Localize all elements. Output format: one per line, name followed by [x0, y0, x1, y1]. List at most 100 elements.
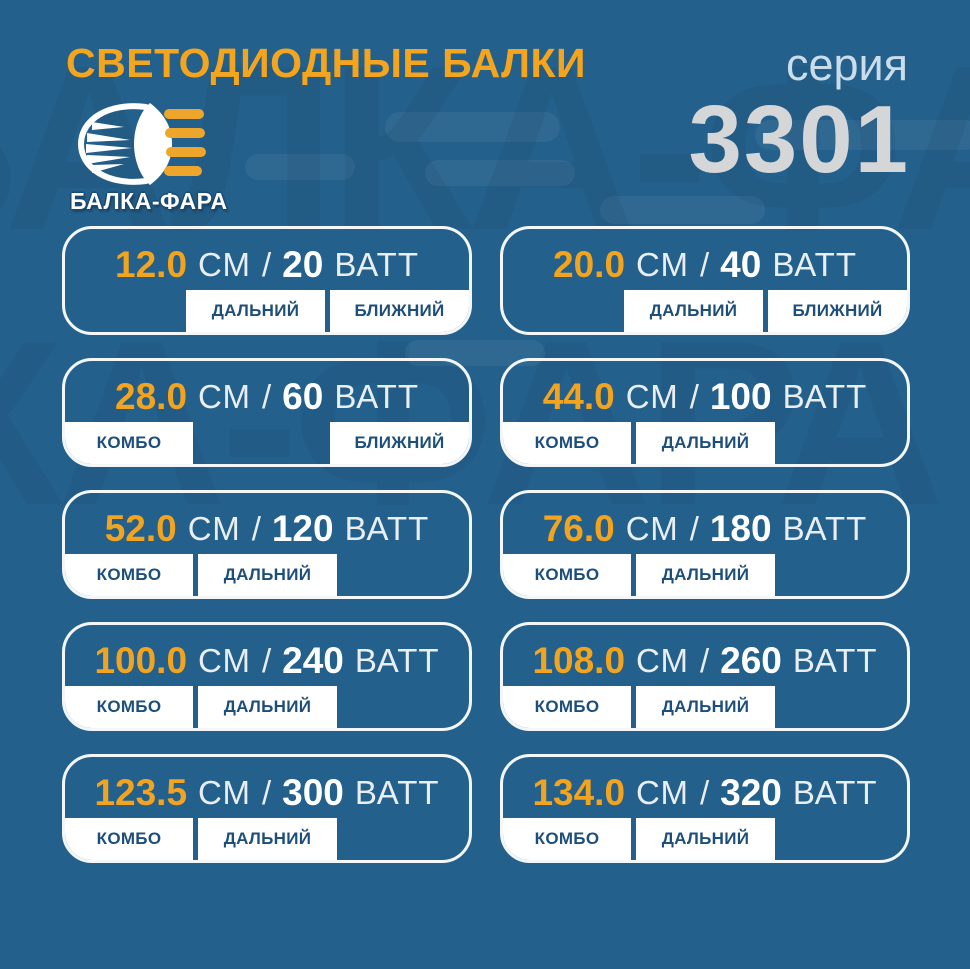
beam-tabs: КОМБО ДАЛЬНИЙ	[503, 554, 907, 596]
watt-value: 60	[282, 375, 324, 417]
watt-unit: ВАТТ	[344, 509, 430, 547]
length-value: 100.0	[94, 639, 188, 681]
product-spec: 44.0 СМ / 100 ВАТТ	[503, 361, 907, 427]
length-unit: СМ	[636, 245, 689, 283]
page-title: СВЕТОДИОДНЫЕ БАЛКИ	[66, 40, 586, 86]
watt-unit: ВАТТ	[792, 641, 878, 679]
length-value: 28.0	[115, 375, 188, 417]
beam-type-tab: КОМБО	[65, 554, 193, 596]
beam-type-tab: БЛИЖНИЙ	[330, 290, 469, 332]
length-unit: СМ	[636, 773, 689, 811]
length-value: 108.0	[532, 639, 626, 681]
watt-value: 260	[720, 639, 782, 681]
watt-unit: ВАТТ	[782, 377, 868, 415]
beam-tabs: КОМБО ДАЛЬНИЙ	[503, 422, 907, 464]
product-card: 76.0 СМ / 180 ВАТТ КОМБО ДАЛЬНИЙ	[500, 490, 910, 599]
watt-value: 100	[709, 375, 772, 417]
separator: /	[261, 641, 272, 679]
beam-type-tab: КОМБО	[503, 818, 631, 860]
product-card: 108.0 СМ / 260 ВАТТ КОМБО ДАЛЬНИЙ	[500, 622, 910, 731]
watt-unit: ВАТТ	[334, 245, 419, 283]
beam-tabs: КОМБО ДАЛЬНИЙ	[65, 686, 469, 728]
separator: /	[261, 773, 272, 811]
product-card: 28.0 СМ / 60 ВАТТ КОМБО БЛИЖНИЙ	[62, 358, 472, 467]
beam-type-tab: ДАЛЬНИЙ	[636, 818, 775, 860]
separator: /	[261, 245, 272, 283]
watt-unit: ВАТТ	[354, 641, 440, 679]
beam-type-tab: КОМБО	[65, 422, 193, 464]
beam-tabs: КОМБО ДАЛЬНИЙ	[65, 554, 469, 596]
beam-type-tab: КОМБО	[503, 554, 631, 596]
beam-tabs: КОМБО ДАЛЬНИЙ	[65, 818, 469, 860]
series-number: 3301	[688, 86, 910, 193]
length-unit: СМ	[198, 377, 251, 415]
beam-tabs: КОМБО ДАЛЬНИЙ	[503, 818, 907, 860]
watt-unit: ВАТТ	[334, 377, 419, 415]
product-card: 44.0 СМ / 100 ВАТТ КОМБО ДАЛЬНИЙ	[500, 358, 910, 467]
length-unit: СМ	[187, 509, 241, 547]
series-label: серия	[785, 39, 908, 90]
beam-type-tab: БЛИЖНИЙ	[330, 422, 469, 464]
length-unit: СМ	[198, 773, 251, 811]
beam-type-tab: ДАЛЬНИЙ	[636, 554, 775, 596]
watt-unit: ВАТТ	[792, 773, 878, 811]
separator: /	[251, 509, 261, 547]
beam-type-tab: КОМБО	[503, 422, 631, 464]
beam-tabs: КОМБО ДАЛЬНИЙ	[503, 686, 907, 728]
length-unit: СМ	[625, 377, 679, 415]
product-spec: 100.0 СМ / 240 ВАТТ	[65, 625, 469, 691]
product-card: 12.0 СМ / 20 ВАТТ ДАЛЬНИЙ БЛИЖНИЙ	[62, 226, 472, 335]
length-unit: СМ	[198, 641, 251, 679]
product-spec: 28.0 СМ / 60 ВАТТ	[65, 361, 469, 427]
separator: /	[699, 245, 710, 283]
watt-unit: ВАТТ	[782, 509, 868, 547]
product-spec: 134.0 СМ / 320 ВАТТ	[503, 757, 907, 823]
product-card: 134.0 СМ / 320 ВАТТ КОМБО ДАЛЬНИЙ	[500, 754, 910, 863]
watt-value: 20	[282, 243, 324, 285]
product-card: 52.0 СМ / 120 ВАТТ КОМБО ДАЛЬНИЙ	[62, 490, 472, 599]
product-spec: 12.0 СМ / 20 ВАТТ	[65, 229, 469, 295]
brand-name: БАЛКА-ФАРА	[70, 188, 228, 214]
product-spec: 52.0 СМ / 120 ВАТТ	[65, 493, 469, 559]
beam-tabs: ДАЛЬНИЙ БЛИЖНИЙ	[65, 290, 469, 332]
separator: /	[261, 377, 272, 415]
beam-type-tab: ДАЛЬНИЙ	[624, 290, 763, 332]
length-value: 123.5	[94, 771, 188, 813]
beam-type-tab: ДАЛЬНИЙ	[636, 422, 775, 464]
beam-type-tab: БЛИЖНИЙ	[768, 290, 907, 332]
separator: /	[689, 509, 699, 547]
length-value: 44.0	[542, 375, 615, 417]
watt-unit: ВАТТ	[354, 773, 440, 811]
separator: /	[699, 641, 710, 679]
watt-value: 320	[720, 771, 782, 813]
product-spec: 108.0 СМ / 260 ВАТТ	[503, 625, 907, 691]
product-spec: 20.0 СМ / 40 ВАТТ	[503, 229, 907, 295]
watt-value: 40	[720, 243, 762, 285]
watt-value: 300	[282, 771, 344, 813]
brand-logo: БАЛКА-ФАРА	[70, 102, 228, 215]
beam-tabs: КОМБО БЛИЖНИЙ	[65, 422, 469, 464]
length-value: 76.0	[542, 507, 615, 549]
product-card: 20.0 СМ / 40 ВАТТ ДАЛЬНИЙ БЛИЖНИЙ	[500, 226, 910, 335]
product-card: 100.0 СМ / 240 ВАТТ КОМБО ДАЛЬНИЙ	[62, 622, 472, 731]
product-spec: 76.0 СМ / 180 ВАТТ	[503, 493, 907, 559]
headlight-beam-icon	[77, 103, 206, 185]
separator: /	[689, 377, 699, 415]
beam-type-tab: ДАЛЬНИЙ	[636, 686, 775, 728]
watt-value: 180	[709, 507, 772, 549]
beam-type-tab: КОМБО	[503, 686, 631, 728]
watt-value: 120	[271, 507, 334, 549]
beam-type-tab: ДАЛЬНИЙ	[186, 290, 325, 332]
beam-type-tab: КОМБО	[65, 686, 193, 728]
separator: /	[699, 773, 710, 811]
length-unit: СМ	[198, 245, 251, 283]
watt-unit: ВАТТ	[772, 245, 857, 283]
beam-type-tab: ДАЛЬНИЙ	[198, 686, 337, 728]
length-value: 52.0	[104, 507, 177, 549]
product-card: 123.5 СМ / 300 ВАТТ КОМБО ДАЛЬНИЙ	[62, 754, 472, 863]
product-spec: 123.5 СМ / 300 ВАТТ	[65, 757, 469, 823]
beam-type-tab: КОМБО	[65, 818, 193, 860]
product-grid: 12.0 СМ / 20 ВАТТ ДАЛЬНИЙ БЛИЖНИЙ 20.0 СМ…	[62, 226, 910, 863]
